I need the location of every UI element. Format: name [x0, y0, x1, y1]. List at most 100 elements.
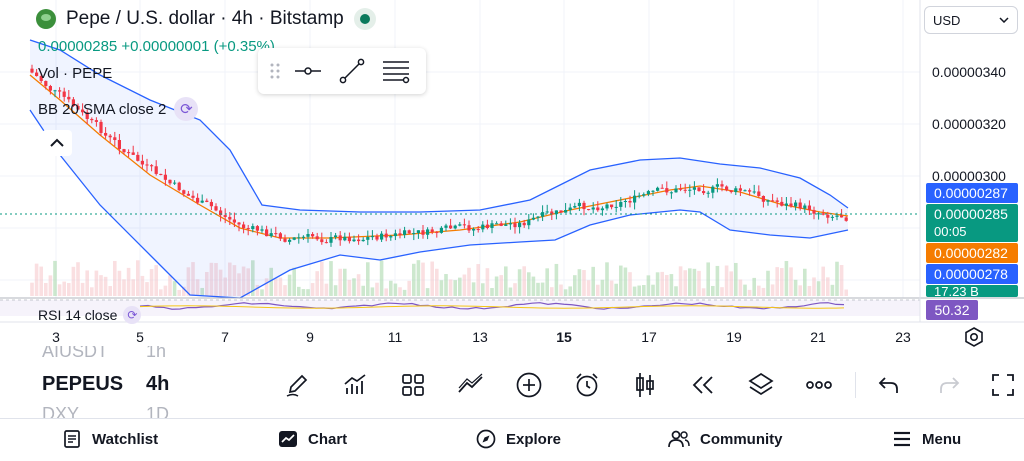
price-chart[interactable] [0, 0, 1024, 350]
symbol-next[interactable]: DXY [42, 404, 80, 418]
candle-body [646, 191, 650, 195]
volume-bar [471, 282, 476, 296]
fullscreen-icon[interactable] [988, 370, 1018, 400]
volume-bar [223, 277, 227, 296]
nav-chart[interactable]: Chart [278, 429, 347, 449]
candle-body [757, 191, 761, 196]
compare-icon[interactable] [456, 370, 486, 400]
candle-body [476, 229, 480, 231]
bollinger-legend[interactable]: BB 20 SMA close 2 ⟳ [38, 97, 199, 121]
nav-community[interactable]: Community [668, 429, 783, 449]
rsi-legend[interactable]: RSI 14 close ⟳ [38, 306, 142, 324]
time-axis-label: 17 [641, 329, 657, 345]
candle-body [683, 189, 687, 191]
volume-bar [99, 275, 103, 296]
candle-body [435, 232, 439, 234]
candle-body [614, 206, 618, 208]
volume-bar [108, 286, 112, 296]
interval-next[interactable]: 1D [146, 404, 170, 418]
volume-bar [315, 271, 319, 296]
volume-bar [297, 286, 301, 296]
indicators-icon[interactable] [340, 370, 370, 400]
volume-bar [821, 266, 825, 296]
interval-selector[interactable]: 4h [146, 373, 170, 395]
more-icon[interactable] [804, 370, 834, 400]
refresh-icon[interactable]: ⟳ [174, 97, 199, 121]
volume-bar [688, 268, 692, 296]
volume-legend[interactable]: Vol · PEPE [38, 65, 113, 82]
candle-body [389, 236, 393, 238]
volume-bar [356, 274, 361, 296]
candle-body [531, 217, 535, 220]
volume-bar [513, 283, 517, 296]
trend-line-icon[interactable] [334, 53, 370, 89]
candle-body [821, 213, 825, 215]
market-status-icon[interactable] [353, 8, 376, 30]
candle-body [58, 90, 62, 92]
chart-settings-icon[interactable] [963, 326, 985, 348]
candle-body [817, 213, 821, 215]
bar-countdown: 00:05 [934, 224, 967, 239]
layers-icon[interactable] [746, 370, 776, 400]
drag-handle-icon[interactable] [268, 53, 282, 89]
volume-bar [393, 283, 398, 296]
candle-body [844, 217, 848, 221]
candle-body [743, 190, 747, 192]
candle-body [444, 225, 448, 228]
volume-bar [154, 265, 158, 296]
chart-header: Pepe / U.S. dollar · 4h · Bitstamp [36, 8, 376, 30]
currency-select[interactable]: USD [924, 6, 1018, 34]
candle-body [154, 166, 158, 174]
collapse-legend-button[interactable] [42, 130, 72, 156]
candle-body [150, 165, 154, 167]
volume-bar [724, 265, 729, 296]
compass-icon [476, 429, 496, 449]
volume-bar [798, 285, 802, 296]
nav-explore[interactable]: Explore [476, 429, 561, 449]
candle-body [255, 226, 259, 231]
pencil-icon[interactable] [282, 370, 312, 400]
drawing-toolbar [258, 48, 426, 94]
alarm-icon[interactable] [572, 370, 602, 400]
interval-prev[interactable]: 1h [146, 346, 167, 361]
candle-body [545, 211, 549, 213]
candle-body [283, 238, 287, 242]
redo-icon[interactable] [934, 370, 964, 400]
volume-bar [499, 275, 503, 296]
volume-bar [591, 266, 595, 296]
nav-watchlist[interactable]: Watchlist [62, 429, 158, 449]
volume-bar [283, 285, 287, 296]
symbol-prev[interactable]: AIUSDT [42, 346, 109, 361]
volume-bar [559, 284, 563, 296]
symbol-title[interactable]: Pepe / U.S. dollar · 4h · Bitstamp [66, 8, 344, 29]
candle-body [568, 207, 572, 211]
symbol-selector[interactable]: PEPEUS [42, 373, 124, 395]
volume-bar [655, 272, 660, 296]
refresh-icon[interactable]: ⟳ [123, 306, 142, 324]
volume-bar [53, 260, 57, 296]
nav-menu[interactable]: Menu [892, 429, 961, 449]
settings-lines-icon[interactable] [378, 53, 414, 89]
add-icon[interactable] [514, 370, 544, 400]
volume-bar [379, 260, 384, 296]
replay-icon[interactable] [688, 370, 718, 400]
candles-icon[interactable] [630, 370, 660, 400]
volume-bar [389, 280, 393, 296]
volume-bar [623, 267, 628, 296]
candle-body [334, 235, 338, 238]
candle-body [186, 193, 190, 196]
candle-body [729, 190, 733, 193]
candle-body [688, 189, 692, 191]
candle-body [467, 225, 471, 231]
candle-body [122, 149, 126, 153]
layouts-icon[interactable] [398, 370, 428, 400]
horizontal-line-icon[interactable] [290, 53, 326, 89]
candle-body [366, 237, 370, 240]
candle-body [81, 109, 85, 113]
candle-body [347, 236, 351, 242]
undo-icon[interactable] [874, 370, 904, 400]
candle-body [449, 225, 453, 229]
chevron-up-icon [50, 138, 64, 147]
candle-body [297, 237, 301, 239]
